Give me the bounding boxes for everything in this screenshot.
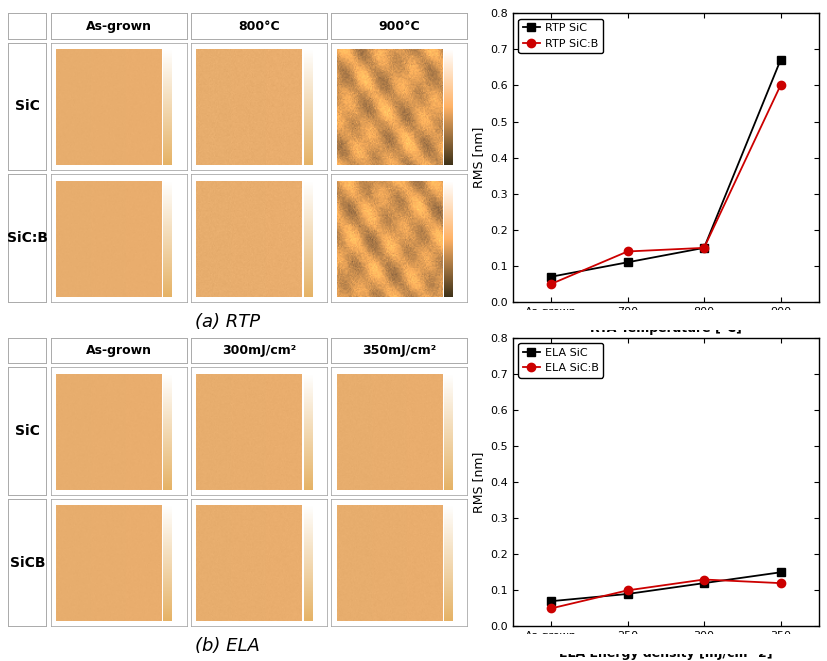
Y-axis label: RMS [nm]: RMS [nm] [471,451,485,513]
ELA SiC [546,598,556,605]
Text: 350mJ/cm²: 350mJ/cm² [362,344,437,357]
Text: As-grown: As-grown [86,20,151,32]
Y-axis label: RMS [nm]: RMS [nm] [471,127,485,188]
X-axis label: RTA Temperature [℃]: RTA Temperature [℃] [590,323,742,335]
Legend: ELA SiC, ELA SiC:B: ELA SiC, ELA SiC:B [519,343,604,377]
Text: (b) ELA: (b) ELA [194,637,260,655]
Text: SiCB: SiCB [10,555,45,570]
RTP SiC:B [623,247,633,255]
Legend: RTP SiC, RTP SiC:B: RTP SiC, RTP SiC:B [519,19,603,54]
RTP SiC:B [546,280,556,288]
Text: As-grown: As-grown [86,344,151,357]
RTP SiC:B [699,244,709,252]
Text: 800°C: 800°C [238,20,280,32]
X-axis label: ELA Energy density [mJ/cm^2]: ELA Energy density [mJ/cm^2] [559,647,772,660]
Line: RTP SiC: RTP SiC [547,56,785,281]
Line: RTP SiC:B: RTP SiC:B [547,81,785,288]
ELA SiC [776,568,786,576]
ELA SiC [623,590,633,598]
RTP SiC [776,56,786,64]
ELA SiC:B [776,579,786,587]
Text: (a) RTP: (a) RTP [194,313,260,331]
Text: SiC:B: SiC:B [7,231,48,245]
ELA SiC:B [699,576,709,584]
Text: SiC: SiC [15,99,40,114]
RTP SiC:B [776,81,786,89]
Text: 900°C: 900°C [378,20,420,32]
ELA SiC [699,579,709,587]
Line: ELA SiC:B: ELA SiC:B [547,575,785,613]
Line: ELA SiC: ELA SiC [547,568,785,605]
ELA SiC:B [546,604,556,612]
RTP SiC [546,273,556,281]
Text: SiC: SiC [15,424,40,438]
Text: 300mJ/cm²: 300mJ/cm² [222,344,296,357]
ELA SiC:B [623,586,633,594]
RTP SiC [623,258,633,266]
RTP SiC [699,244,709,252]
